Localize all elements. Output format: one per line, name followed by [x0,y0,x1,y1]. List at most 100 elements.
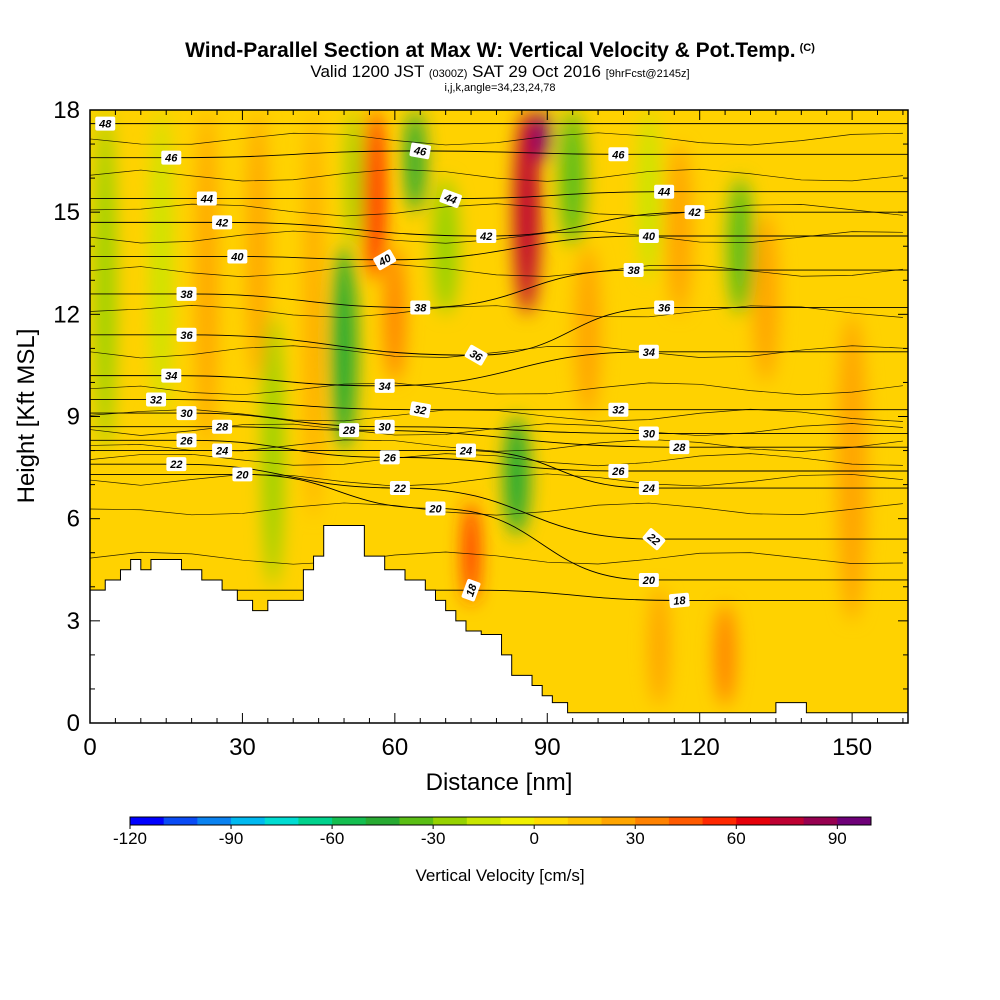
velocity-cell [836,314,868,621]
y-tick-label: 0 [67,710,80,737]
contour-label-46: 46 [409,142,431,160]
colorbar-segment [736,817,771,825]
contour-label-30: 30 [374,419,395,434]
contour-label-34: 34 [161,368,182,383]
contour-label-32: 32 [146,392,167,407]
contour-label-box [638,229,659,244]
contour-label-box [374,419,395,434]
contour-label-30: 30 [176,406,197,421]
contour-label-text: 38 [628,265,641,277]
x-tick-label: 0 [83,734,96,761]
contour-label-text: 18 [673,595,687,608]
contour-label-text: 36 [180,330,193,342]
colorbar-segment [399,817,434,825]
x-tick-label: 90 [534,734,561,761]
contour-label-box [638,344,659,359]
contour-label-text: 42 [479,231,492,243]
contour-label-22: 22 [389,481,410,496]
x-axis: 0 30 60 90 120 150 [83,110,904,761]
contour-label-box [227,249,248,264]
contour-label-box [212,419,233,434]
velocity-cell [753,212,779,383]
contour-label-34: 34 [374,378,395,393]
isentrope-45 [90,168,903,182]
valid-utc: (0300Z) [428,68,468,80]
contour-label-18: 18 [461,578,481,602]
contour-label-box [608,463,629,478]
colorbar-segment [635,817,670,825]
contour-label-box [638,426,659,441]
contour-label-box [409,401,431,419]
colorbar-segment [332,817,367,825]
colorbar-segment [365,817,400,825]
contour-label-34: 34 [638,344,659,359]
contour-label-box [439,189,462,208]
contour-label-40: 40 [638,229,659,244]
contour-label-text: 36 [658,303,671,315]
isentrope-33 [90,382,903,396]
isentrope-41 [90,230,903,244]
velocity-cell [575,246,601,417]
velocity-cell [727,178,754,315]
contour-label-text: 34 [165,371,177,383]
contour-label-text: 26 [179,435,193,447]
colorbar: -120 -90 -60 -30 0 30 60 90 [113,816,872,848]
contour-label-text: 18 [464,582,480,598]
contour-label-44: 44 [439,189,462,208]
contour-label-text: 38 [414,303,427,315]
x-tick-label: 30 [229,734,256,761]
contour-label-box [161,368,182,383]
x-tick-label: 120 [680,734,720,761]
contour-label-26: 26 [608,463,629,478]
contour-label-text: 28 [672,442,686,454]
y-axis-label: Height [Kft MSL] [13,329,40,504]
isentrope-28 [90,426,908,448]
contour-label-46: 46 [161,150,182,165]
velocity-cell [364,110,385,281]
colorbar-frame [129,816,872,826]
colorbar-tick-label: 30 [626,829,645,848]
isentrope-23 [90,473,903,487]
contour-label-36: 36 [464,344,488,366]
contour-label-box [176,406,197,421]
contour-label-box [464,344,488,366]
contour-label-48: 48 [95,116,116,131]
velocity-cell [432,178,459,315]
contour-label-box [455,443,476,458]
y-tick-label: 6 [67,506,80,533]
contour-label-22: 22 [166,457,187,472]
velocity-cell [559,110,586,247]
contour-label-text: 20 [235,469,249,481]
contour-label-24: 24 [212,443,233,458]
isentrope-25 [90,453,903,467]
y-tick-label: 3 [67,608,80,635]
contour-label-box [373,249,397,271]
contour-label-box [425,501,446,516]
contour-label-text: 44 [657,187,670,199]
isentrope-18 [90,589,908,601]
contour-label-text: 46 [412,145,428,159]
colorbar-tick-label: -90 [219,829,244,848]
colorbar-segment [130,817,165,825]
colorbar-segment [197,817,232,825]
contour-label-box [608,147,629,162]
y-tick-label: 9 [67,404,80,431]
contour-label-text: 32 [150,394,162,406]
x-axis-label: Distance [nm] [426,769,573,796]
contour-label-38: 38 [410,300,431,315]
contour-label-42: 42 [476,229,497,244]
x-tick-label: 60 [381,734,408,761]
contour-label-text: 24 [215,446,228,458]
contour-label-box [669,440,690,455]
contour-label-box [374,378,395,393]
contour-label-40: 40 [227,249,248,264]
contour-label-42: 42 [684,205,705,220]
contour-label-30: 30 [638,426,659,441]
velocity-cell [305,110,322,519]
contour-label-44: 44 [654,184,675,199]
contour-label-36: 36 [176,327,197,342]
contour-label-text: 24 [459,446,472,458]
contour-label-text: 30 [180,408,193,420]
contour-label-44: 44 [196,191,217,206]
